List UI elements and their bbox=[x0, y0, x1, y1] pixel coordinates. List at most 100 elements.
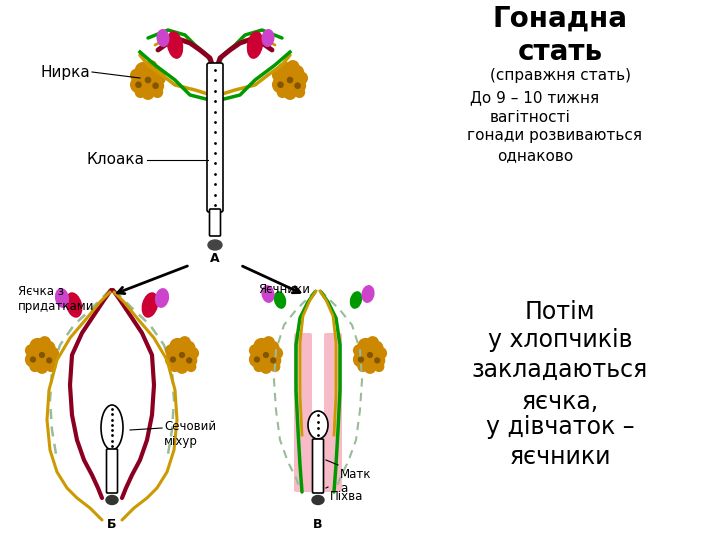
Text: Гонадна: Гонадна bbox=[492, 5, 628, 33]
Text: Сечовий
міхур: Сечовий міхур bbox=[164, 420, 216, 448]
Ellipse shape bbox=[55, 288, 69, 308]
Text: яєчники: яєчники bbox=[509, 445, 611, 469]
Text: Піхва: Піхва bbox=[330, 490, 364, 503]
Circle shape bbox=[367, 352, 373, 358]
Circle shape bbox=[32, 345, 52, 365]
Circle shape bbox=[287, 60, 300, 73]
Text: А: А bbox=[210, 252, 220, 265]
Circle shape bbox=[25, 344, 37, 357]
Text: у хлопчиків: у хлопчиків bbox=[487, 328, 632, 352]
Circle shape bbox=[135, 82, 142, 88]
Ellipse shape bbox=[106, 496, 118, 504]
Circle shape bbox=[152, 86, 163, 98]
Ellipse shape bbox=[308, 411, 328, 439]
Circle shape bbox=[374, 347, 387, 360]
FancyBboxPatch shape bbox=[324, 333, 342, 492]
Circle shape bbox=[294, 83, 301, 89]
Circle shape bbox=[45, 361, 56, 372]
Circle shape bbox=[179, 352, 185, 358]
Circle shape bbox=[270, 357, 276, 363]
Ellipse shape bbox=[101, 405, 123, 450]
Circle shape bbox=[186, 361, 197, 372]
Ellipse shape bbox=[142, 292, 158, 318]
Text: Матк
а: Матк а bbox=[340, 468, 372, 495]
Circle shape bbox=[176, 361, 189, 374]
FancyBboxPatch shape bbox=[312, 439, 323, 493]
Circle shape bbox=[294, 71, 308, 85]
Circle shape bbox=[141, 86, 155, 100]
Text: В: В bbox=[313, 518, 323, 531]
Circle shape bbox=[30, 356, 36, 363]
Circle shape bbox=[41, 352, 58, 368]
Circle shape bbox=[289, 77, 306, 94]
Circle shape bbox=[165, 344, 178, 357]
Text: стать: стать bbox=[518, 38, 603, 66]
Circle shape bbox=[253, 361, 264, 372]
Ellipse shape bbox=[156, 29, 169, 47]
Circle shape bbox=[271, 347, 283, 360]
Circle shape bbox=[153, 71, 166, 85]
Circle shape bbox=[41, 341, 55, 355]
Circle shape bbox=[179, 336, 191, 349]
Circle shape bbox=[262, 336, 275, 349]
Circle shape bbox=[144, 60, 158, 73]
Circle shape bbox=[366, 336, 379, 349]
Circle shape bbox=[287, 77, 293, 83]
Circle shape bbox=[170, 356, 176, 363]
Text: Б: Б bbox=[107, 518, 117, 531]
Circle shape bbox=[30, 338, 45, 354]
Circle shape bbox=[374, 361, 384, 372]
Circle shape bbox=[130, 69, 143, 82]
Circle shape bbox=[353, 344, 366, 357]
Circle shape bbox=[172, 345, 192, 365]
Ellipse shape bbox=[350, 291, 362, 309]
Text: Яєчка з
придатками: Яєчка з придатками bbox=[18, 285, 94, 313]
Circle shape bbox=[284, 86, 297, 100]
Ellipse shape bbox=[247, 31, 264, 59]
Circle shape bbox=[169, 361, 180, 372]
Circle shape bbox=[169, 338, 186, 354]
Circle shape bbox=[260, 361, 272, 374]
Text: у дівчаток –: у дівчаток – bbox=[486, 415, 634, 439]
Circle shape bbox=[369, 352, 385, 368]
Circle shape bbox=[147, 77, 164, 94]
Circle shape bbox=[265, 341, 279, 355]
Circle shape bbox=[38, 336, 51, 349]
Ellipse shape bbox=[208, 240, 222, 250]
Circle shape bbox=[30, 361, 40, 372]
FancyBboxPatch shape bbox=[294, 333, 312, 492]
Ellipse shape bbox=[261, 29, 274, 47]
Text: закладаються: закладаються bbox=[472, 358, 648, 382]
FancyBboxPatch shape bbox=[210, 209, 220, 236]
Circle shape bbox=[353, 352, 369, 368]
Text: (справжня стать): (справжня стать) bbox=[490, 68, 631, 83]
Circle shape bbox=[39, 352, 45, 358]
Circle shape bbox=[369, 341, 384, 355]
Circle shape bbox=[186, 357, 192, 363]
Circle shape bbox=[279, 70, 300, 90]
Text: яєчка,: яєчка, bbox=[521, 390, 598, 414]
Circle shape bbox=[374, 357, 380, 363]
Circle shape bbox=[276, 86, 288, 98]
Circle shape bbox=[276, 62, 294, 79]
Circle shape bbox=[147, 65, 162, 80]
Circle shape bbox=[181, 352, 197, 368]
Text: однаково: однаково bbox=[497, 148, 573, 163]
Circle shape bbox=[294, 86, 305, 98]
FancyBboxPatch shape bbox=[107, 449, 117, 493]
Circle shape bbox=[253, 338, 269, 354]
Circle shape bbox=[145, 77, 151, 83]
Circle shape bbox=[135, 86, 146, 98]
Circle shape bbox=[358, 356, 364, 363]
Circle shape bbox=[138, 70, 158, 90]
Circle shape bbox=[165, 352, 181, 368]
Ellipse shape bbox=[261, 285, 274, 303]
Circle shape bbox=[265, 352, 282, 368]
Circle shape bbox=[249, 344, 261, 357]
Circle shape bbox=[272, 69, 285, 82]
Ellipse shape bbox=[361, 285, 374, 303]
Ellipse shape bbox=[274, 291, 287, 309]
Circle shape bbox=[357, 338, 374, 354]
Ellipse shape bbox=[66, 292, 82, 318]
Circle shape bbox=[364, 361, 377, 374]
